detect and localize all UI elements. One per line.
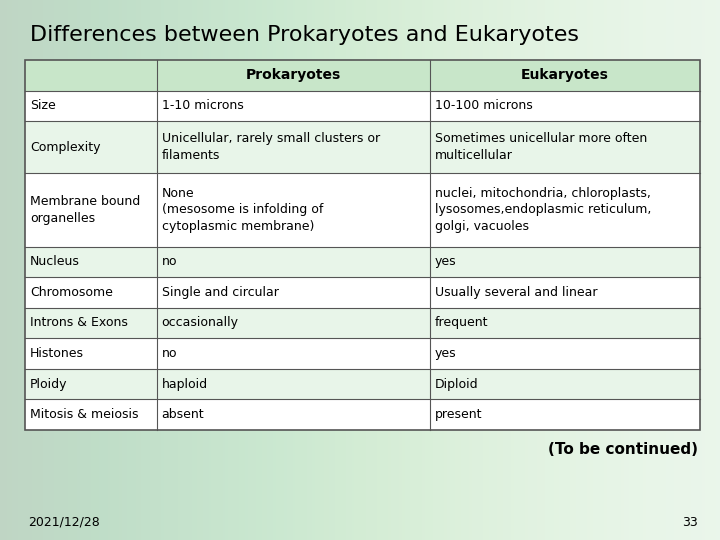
Text: Ploidy: Ploidy xyxy=(30,377,68,390)
Bar xyxy=(430,308,700,338)
Text: 1-10 microns: 1-10 microns xyxy=(161,99,243,112)
Text: yes: yes xyxy=(435,255,456,268)
Bar xyxy=(157,338,430,369)
Text: Differences between Prokaryotes and Eukaryotes: Differences between Prokaryotes and Euka… xyxy=(30,25,579,45)
Bar xyxy=(157,369,430,400)
Bar xyxy=(25,60,700,430)
Bar xyxy=(25,400,157,430)
Bar xyxy=(25,308,157,338)
Text: yes: yes xyxy=(435,347,456,360)
Text: Size: Size xyxy=(30,99,55,112)
Text: Membrane bound
organelles: Membrane bound organelles xyxy=(30,195,140,225)
Bar xyxy=(157,121,430,173)
Text: present: present xyxy=(435,408,482,421)
Bar xyxy=(430,369,700,400)
Text: Mitosis & meiosis: Mitosis & meiosis xyxy=(30,408,138,421)
Text: occasionally: occasionally xyxy=(161,316,238,329)
Bar xyxy=(430,60,700,91)
Bar xyxy=(25,91,157,121)
Text: Prokaryotes: Prokaryotes xyxy=(246,68,341,82)
Bar xyxy=(430,338,700,369)
Text: Nucleus: Nucleus xyxy=(30,255,80,268)
Text: haploid: haploid xyxy=(161,377,208,390)
Text: 33: 33 xyxy=(683,516,698,529)
Text: Complexity: Complexity xyxy=(30,140,101,154)
Bar xyxy=(25,277,157,308)
Text: Introns & Exons: Introns & Exons xyxy=(30,316,128,329)
Text: no: no xyxy=(161,255,177,268)
Text: Chromosome: Chromosome xyxy=(30,286,113,299)
Text: Unicellular, rarely small clusters or
filaments: Unicellular, rarely small clusters or fi… xyxy=(161,132,379,162)
Text: Eukaryotes: Eukaryotes xyxy=(521,68,609,82)
Bar xyxy=(157,308,430,338)
Text: Sometimes unicellular more often
multicellular: Sometimes unicellular more often multice… xyxy=(435,132,647,162)
Bar xyxy=(25,247,157,277)
Bar xyxy=(430,277,700,308)
Text: frequent: frequent xyxy=(435,316,488,329)
Text: 2021/12/28: 2021/12/28 xyxy=(28,516,100,529)
Bar xyxy=(430,400,700,430)
Bar xyxy=(157,247,430,277)
Text: Diploid: Diploid xyxy=(435,377,479,390)
Text: nuclei, mitochondria, chloroplasts,
lysosomes,endoplasmic reticulum,
golgi, vacu: nuclei, mitochondria, chloroplasts, lyso… xyxy=(435,187,652,233)
Bar xyxy=(157,91,430,121)
Text: 10-100 microns: 10-100 microns xyxy=(435,99,533,112)
Text: Histones: Histones xyxy=(30,347,84,360)
Bar xyxy=(430,173,700,247)
Bar xyxy=(430,91,700,121)
Bar xyxy=(157,60,430,91)
Text: Usually several and linear: Usually several and linear xyxy=(435,286,598,299)
Text: Single and circular: Single and circular xyxy=(161,286,279,299)
Text: None
(mesosome is infolding of
cytoplasmic membrane): None (mesosome is infolding of cytoplasm… xyxy=(161,187,323,233)
Text: absent: absent xyxy=(161,408,204,421)
Bar xyxy=(25,60,157,91)
Bar xyxy=(157,277,430,308)
Bar xyxy=(25,338,157,369)
Bar xyxy=(430,121,700,173)
Bar xyxy=(157,400,430,430)
Bar xyxy=(25,121,157,173)
Text: no: no xyxy=(161,347,177,360)
Text: (To be continued): (To be continued) xyxy=(548,442,698,457)
Bar xyxy=(25,173,157,247)
Bar xyxy=(430,247,700,277)
Bar xyxy=(25,369,157,400)
Bar xyxy=(157,173,430,247)
